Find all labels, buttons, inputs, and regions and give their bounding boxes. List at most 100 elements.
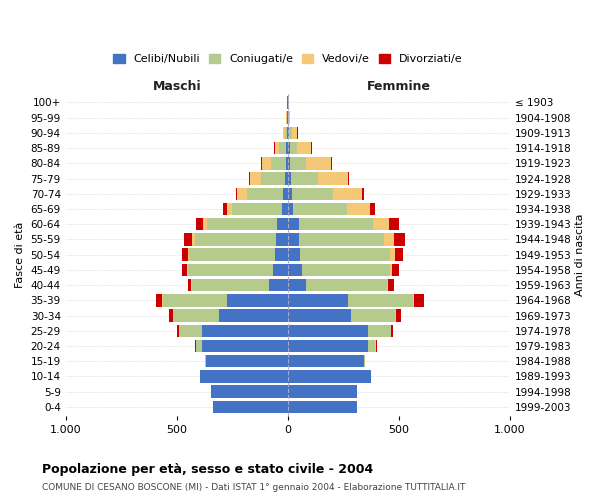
Bar bbox=[388, 279, 394, 291]
Bar bbox=[288, 355, 364, 368]
Bar bbox=[288, 400, 357, 413]
Bar bbox=[386, 279, 388, 291]
Bar bbox=[194, 233, 275, 245]
Bar bbox=[283, 188, 288, 200]
Y-axis label: Anni di nascita: Anni di nascita bbox=[575, 214, 585, 296]
Bar bbox=[206, 355, 288, 368]
Bar bbox=[289, 126, 292, 139]
Bar bbox=[288, 248, 301, 261]
Bar bbox=[179, 324, 202, 337]
Bar bbox=[284, 126, 287, 139]
Bar bbox=[301, 248, 389, 261]
Bar bbox=[163, 294, 227, 306]
Bar bbox=[275, 233, 288, 245]
Bar bbox=[275, 142, 280, 154]
Bar bbox=[288, 188, 292, 200]
Bar bbox=[196, 218, 203, 230]
Bar bbox=[298, 142, 311, 154]
Bar bbox=[271, 157, 286, 170]
Bar bbox=[219, 310, 288, 322]
Bar bbox=[288, 386, 357, 398]
Bar bbox=[368, 324, 391, 337]
Bar bbox=[188, 279, 191, 291]
Bar bbox=[207, 218, 277, 230]
Bar bbox=[236, 188, 238, 200]
Bar bbox=[368, 340, 376, 352]
Bar bbox=[202, 340, 288, 352]
Bar bbox=[205, 355, 206, 368]
Bar bbox=[384, 233, 394, 245]
Bar bbox=[302, 264, 389, 276]
Bar bbox=[414, 294, 424, 306]
Bar bbox=[193, 279, 269, 291]
Bar bbox=[288, 324, 368, 337]
Bar bbox=[413, 294, 414, 306]
Bar bbox=[187, 264, 188, 276]
Bar bbox=[299, 218, 373, 230]
Bar bbox=[395, 310, 396, 322]
Bar bbox=[173, 310, 219, 322]
Bar bbox=[227, 294, 288, 306]
Bar bbox=[350, 310, 395, 322]
Bar bbox=[280, 142, 286, 154]
Bar bbox=[203, 218, 207, 230]
Bar bbox=[348, 294, 413, 306]
Bar bbox=[283, 126, 284, 139]
Text: COMUNE DI CESANO BOSCONE (MI) - Dati ISTAT 1° gennaio 2004 - Elaborazione TUTTIT: COMUNE DI CESANO BOSCONE (MI) - Dati IST… bbox=[42, 482, 466, 492]
Bar bbox=[286, 157, 288, 170]
Bar bbox=[299, 233, 384, 245]
Bar bbox=[311, 142, 312, 154]
Bar bbox=[238, 188, 247, 200]
Bar bbox=[389, 218, 399, 230]
Bar bbox=[306, 279, 386, 291]
Bar bbox=[191, 279, 193, 291]
Bar bbox=[391, 324, 393, 337]
Bar bbox=[262, 157, 271, 170]
Bar bbox=[347, 203, 370, 215]
Text: Femmine: Femmine bbox=[367, 80, 431, 94]
Bar bbox=[184, 233, 193, 245]
Bar bbox=[288, 370, 371, 382]
Bar bbox=[392, 264, 400, 276]
Bar bbox=[155, 294, 163, 306]
Bar bbox=[293, 203, 347, 215]
Bar bbox=[202, 324, 288, 337]
Bar bbox=[288, 157, 290, 170]
Bar bbox=[331, 157, 332, 170]
Bar bbox=[288, 340, 368, 352]
Bar bbox=[376, 340, 377, 352]
Bar bbox=[292, 126, 297, 139]
Bar bbox=[395, 248, 403, 261]
Text: Popolazione per età, sesso e stato civile - 2004: Popolazione per età, sesso e stato civil… bbox=[42, 462, 373, 475]
Bar bbox=[287, 126, 288, 139]
Bar bbox=[261, 157, 262, 170]
Bar bbox=[288, 264, 302, 276]
Bar bbox=[269, 279, 288, 291]
Bar bbox=[394, 233, 405, 245]
Bar bbox=[261, 172, 284, 185]
Bar bbox=[319, 172, 347, 185]
Bar bbox=[389, 264, 392, 276]
Bar bbox=[247, 188, 283, 200]
Bar bbox=[333, 188, 362, 200]
Bar bbox=[292, 188, 333, 200]
Bar bbox=[182, 248, 188, 261]
Bar bbox=[223, 203, 227, 215]
Bar bbox=[211, 386, 288, 398]
Y-axis label: Fasce di età: Fasce di età bbox=[15, 222, 25, 288]
Bar bbox=[274, 264, 288, 276]
Bar bbox=[188, 264, 274, 276]
Bar bbox=[227, 203, 232, 215]
Bar bbox=[214, 400, 288, 413]
Bar bbox=[288, 233, 299, 245]
Bar bbox=[306, 157, 331, 170]
Bar bbox=[288, 142, 290, 154]
Bar bbox=[288, 203, 293, 215]
Bar bbox=[288, 172, 291, 185]
Bar bbox=[286, 142, 288, 154]
Bar bbox=[248, 172, 250, 185]
Bar bbox=[288, 279, 306, 291]
Text: Maschi: Maschi bbox=[152, 80, 201, 94]
Bar bbox=[347, 172, 349, 185]
Bar bbox=[290, 157, 306, 170]
